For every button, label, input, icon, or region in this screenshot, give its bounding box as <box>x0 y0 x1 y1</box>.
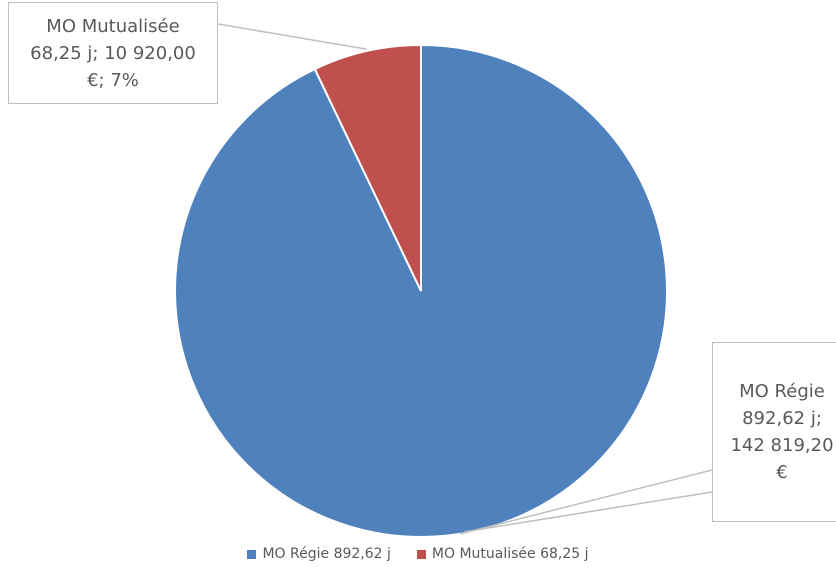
legend-swatch-mo-mutualisee <box>416 549 426 559</box>
legend-swatch-mo-regie <box>247 549 257 559</box>
pie-slices <box>174 43 668 538</box>
legend-label: MO Régie 892,62 j <box>262 546 391 562</box>
data-label-line: 142 819,20 <box>730 435 834 456</box>
data-label-line: 68,25 j; 10 920,00 <box>30 42 196 64</box>
legend-item-mo-mutualisee[interactable]: MO Mutualisée 68,25 j <box>416 546 589 562</box>
data-label-line: €; 7% <box>87 69 139 91</box>
data-label-line: MO Régie <box>739 381 825 402</box>
pie-slice-mo-mutualis-e[interactable] <box>313 43 422 292</box>
data-label-mo-regie: MO Régie 892,62 j; 142 819,20 € <box>712 342 836 522</box>
data-label-line: 892,62 j; <box>742 408 822 429</box>
legend-item-mo-regie[interactable]: MO Régie 892,62 j <box>247 546 391 562</box>
data-label-mo-mutualisee: MO Mutualisée 68,25 j; 10 920,00 €; 7% <box>8 2 218 104</box>
leader-lines <box>217 23 713 535</box>
data-label-line: MO Mutualisée <box>46 15 180 37</box>
legend: MO Régie 892,62 j MO Mutualisée 68,25 j <box>0 546 836 562</box>
leader-line-mo-regie-2 <box>464 491 713 533</box>
data-label-line: € <box>776 462 788 483</box>
legend-label: MO Mutualisée 68,25 j <box>431 546 589 562</box>
leader-line-mo-mutualisee <box>217 23 367 50</box>
leader-line-mo-regie <box>460 469 713 535</box>
